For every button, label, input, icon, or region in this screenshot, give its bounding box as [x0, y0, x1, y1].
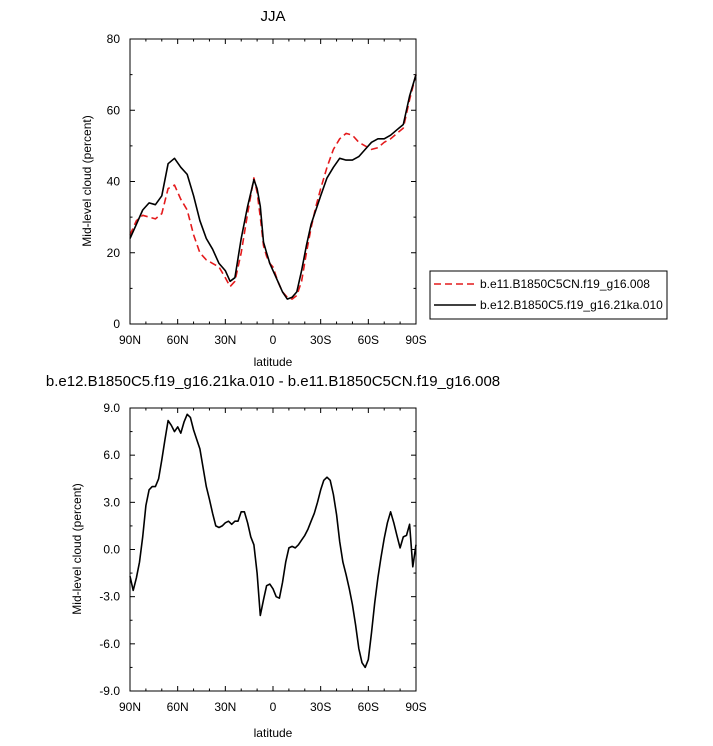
- top-chart-title: JJA: [260, 8, 285, 25]
- top-ticks: 90N 60N 30N 0 30S 60S 90S 0 20 40 60 80: [107, 32, 427, 347]
- top-y-axis-label: Mid-level cloud (percent): [80, 115, 94, 246]
- bottom-series-line-1: [129, 413, 417, 669]
- bottom-x-axis-label: latitude: [254, 726, 293, 740]
- top-x-tick-label: 30S: [310, 333, 331, 347]
- bottom-x-tick-label: 90N: [119, 700, 141, 714]
- top-y-tick-label: 80: [107, 32, 121, 46]
- legend-label-series-2: b.e12.B1850C5.f19_g16.21ka.010: [480, 298, 663, 312]
- bottom-y-tick-label: -9.0: [99, 684, 120, 698]
- top-x-tick-label: 60N: [167, 333, 189, 347]
- top-panel: JJA 90N 60N 30N 0 30S 60S 90S 0 20 40 60 80 latitud…: [80, 8, 668, 369]
- top-x-tick-label: 60S: [358, 333, 379, 347]
- top-series-lines: [129, 74, 417, 300]
- bottom-y-tick-label: 0.0: [103, 543, 120, 557]
- bottom-x-tick-label: 60S: [358, 700, 379, 714]
- top-x-tick-label: 90S: [405, 333, 426, 347]
- top-x-tick-label: 30N: [214, 333, 236, 347]
- top-y-tick-label: 20: [107, 246, 121, 260]
- bottom-x-tick-label: 30S: [310, 700, 331, 714]
- top-series-line-1: [129, 74, 417, 300]
- bottom-panel: b.e12.B1850C5.f19_g16.21ka.010 - b.e11.B…: [46, 373, 500, 740]
- legend-box: [429, 270, 668, 320]
- bottom-y-axis-label: Mid-level cloud (percent): [70, 483, 84, 614]
- top-series-line-2: [129, 74, 417, 300]
- bottom-y-tick-label: 6.0: [103, 448, 120, 462]
- legend: b.e11.B1850C5CN.f19_g16.008 b.e12.B1850C…: [429, 270, 668, 320]
- bottom-y-tick-label: -6.0: [99, 637, 120, 651]
- bottom-y-tick-label: 3.0: [103, 495, 120, 509]
- bottom-ticks: 90N 60N 30N 0 30S 60S 90S 9.0 6.0 3.0 0.0 -3.0 -6.0 -…: [99, 401, 426, 714]
- bottom-x-tick-label: 30N: [214, 700, 236, 714]
- legend-label-series-1: b.e11.B1850C5CN.f19_g16.008: [480, 277, 650, 291]
- top-x-tick-label: 0: [270, 333, 277, 347]
- top-plot-frame: [129, 38, 417, 325]
- top-y-tick-label: 0: [113, 317, 120, 331]
- top-x-axis-label: latitude: [254, 355, 293, 369]
- top-y-tick-label: 60: [107, 103, 121, 117]
- bottom-x-tick-label: 90S: [405, 700, 426, 714]
- bottom-x-tick-label: 60N: [167, 700, 189, 714]
- bottom-y-tick-label: -3.0: [99, 590, 120, 604]
- bottom-y-tick-label: 9.0: [103, 401, 120, 415]
- bottom-chart-title: b.e12.B1850C5.f19_g16.21ka.010 - b.e11.B…: [46, 373, 500, 390]
- top-y-tick-label: 40: [107, 175, 121, 189]
- top-x-tick-label: 90N: [119, 333, 141, 347]
- bottom-x-tick-label: 0: [270, 700, 277, 714]
- bottom-series-lines: [129, 413, 417, 669]
- bottom-plot-frame: [129, 407, 417, 692]
